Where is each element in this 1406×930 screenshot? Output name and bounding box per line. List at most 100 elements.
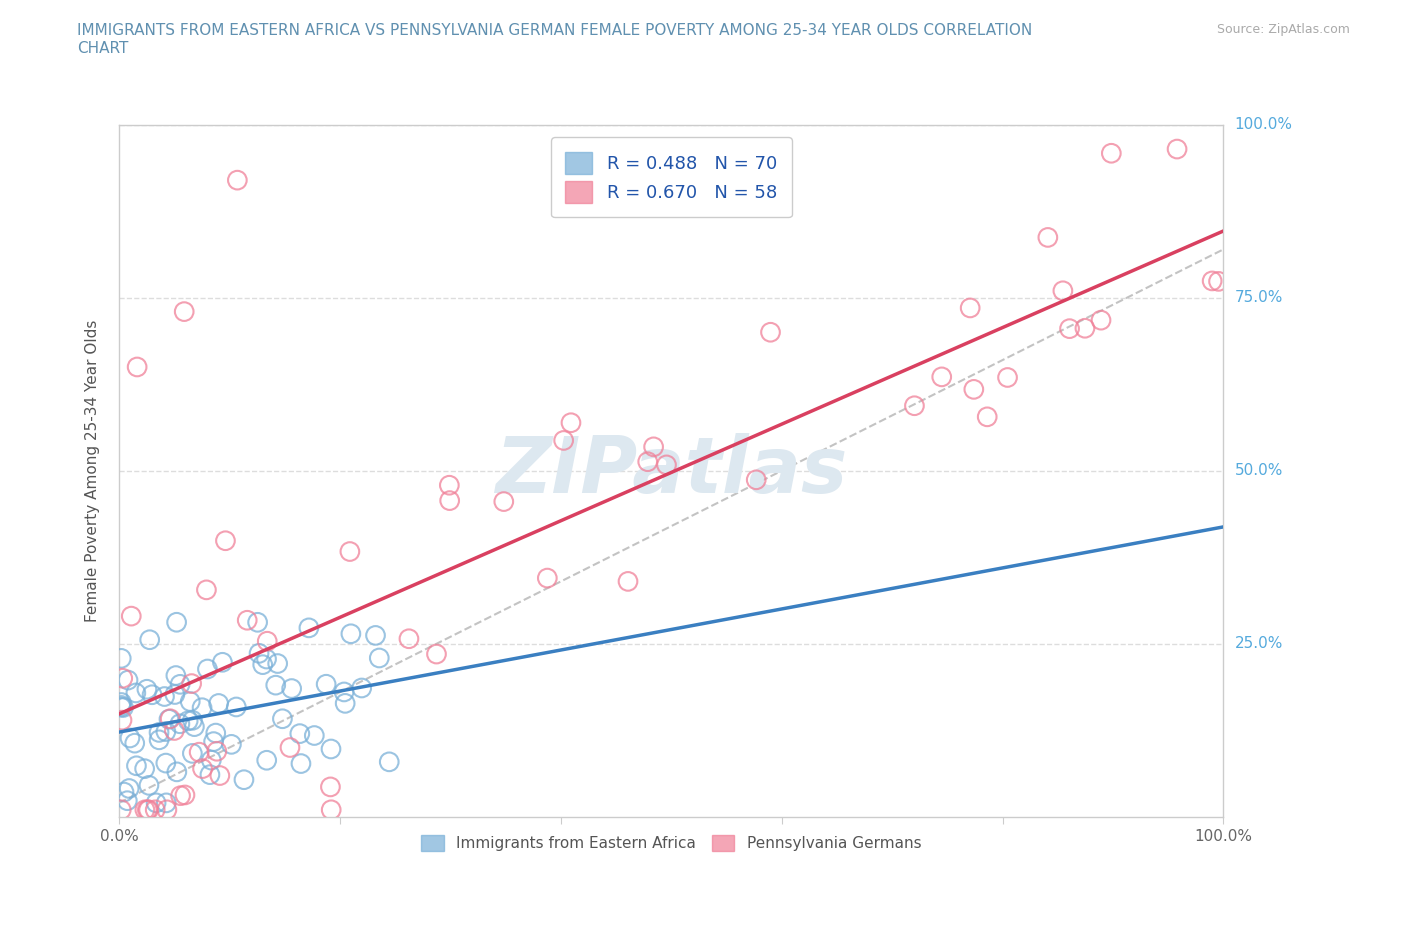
Point (117, 793, 139, 808)
Point (290, 756, 312, 771)
Text: Source: ZipAtlas.com: Source: ZipAtlas.com (1216, 23, 1350, 36)
Point (333, 696, 356, 711)
Point (1208, 274, 1230, 289)
Point (226, 173, 249, 188)
Point (959, 300, 981, 315)
Point (163, 687, 186, 702)
Point (179, 694, 201, 709)
Point (280, 681, 302, 696)
Point (617, 574, 640, 589)
Point (169, 716, 191, 731)
Point (225, 699, 247, 714)
Point (145, 795, 167, 810)
Text: ZIPatlas: ZIPatlas (495, 432, 848, 509)
Point (117, 672, 139, 687)
Point (155, 724, 177, 739)
Point (333, 684, 356, 699)
Point (643, 439, 665, 454)
Point (247, 646, 270, 661)
Point (1052, 284, 1074, 299)
Point (637, 454, 659, 469)
Point (1090, 312, 1112, 327)
Point (110, 698, 132, 713)
Point (553, 433, 575, 448)
Point (111, 712, 134, 727)
Point (439, 493, 461, 508)
Point (127, 360, 149, 375)
Point (264, 678, 287, 693)
Point (197, 661, 219, 676)
Point (166, 615, 188, 630)
Point (143, 803, 166, 817)
Text: 100.0%: 100.0% (1234, 117, 1292, 132)
Point (425, 646, 447, 661)
Point (125, 685, 148, 700)
Point (138, 777, 160, 792)
Point (136, 803, 159, 817)
Point (148, 725, 170, 740)
Point (256, 752, 278, 767)
Point (214, 533, 236, 548)
Point (153, 689, 176, 704)
Point (110, 699, 132, 714)
Point (183, 719, 205, 734)
Point (1099, 146, 1122, 161)
Point (278, 740, 301, 755)
Point (1059, 321, 1081, 336)
Point (221, 737, 243, 751)
Point (1201, 273, 1223, 288)
Text: 75.0%: 75.0% (1234, 290, 1282, 305)
Point (138, 803, 160, 817)
Point (177, 713, 200, 728)
Point (155, 756, 177, 771)
Point (321, 803, 343, 817)
Point (288, 726, 311, 741)
Point (298, 620, 321, 635)
Point (188, 745, 211, 760)
Point (191, 761, 214, 776)
Point (560, 416, 582, 431)
Point (976, 409, 998, 424)
Point (181, 746, 204, 761)
Point (165, 668, 187, 683)
Point (364, 628, 387, 643)
Point (252, 658, 274, 672)
Point (169, 789, 191, 804)
Text: 50.0%: 50.0% (1234, 463, 1282, 478)
Point (125, 758, 148, 773)
Point (997, 370, 1019, 385)
Point (745, 472, 768, 487)
Point (134, 762, 156, 777)
Point (120, 608, 142, 623)
Point (339, 544, 361, 559)
Point (191, 700, 214, 715)
Point (180, 676, 202, 691)
Point (118, 731, 141, 746)
Point (110, 695, 132, 710)
Point (256, 633, 278, 648)
Point (211, 655, 233, 670)
Point (208, 768, 231, 783)
Point (174, 788, 197, 803)
Point (903, 398, 925, 413)
Point (205, 744, 228, 759)
Point (368, 651, 391, 666)
Point (931, 369, 953, 384)
Point (256, 652, 278, 667)
Point (138, 632, 160, 647)
Point (208, 696, 231, 711)
Point (166, 764, 188, 779)
Point (173, 304, 195, 319)
Point (112, 785, 135, 800)
Point (155, 795, 177, 810)
Point (350, 681, 373, 696)
Point (204, 725, 226, 740)
Point (536, 571, 558, 586)
Text: 25.0%: 25.0% (1234, 636, 1282, 651)
Point (110, 651, 132, 666)
Point (1166, 141, 1188, 156)
Point (202, 734, 225, 749)
Point (200, 752, 222, 767)
Point (246, 615, 269, 630)
Point (759, 325, 782, 339)
